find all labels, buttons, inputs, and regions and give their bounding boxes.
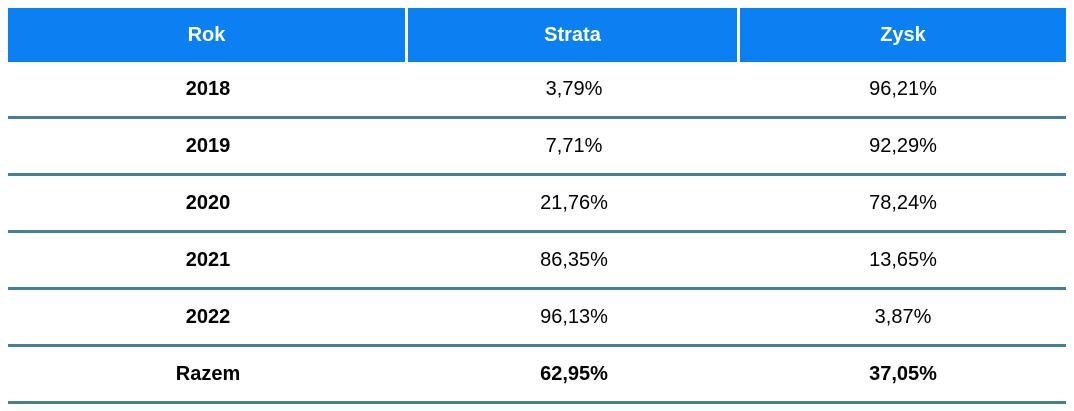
strata-cell: 96,13%	[540, 305, 608, 328]
table-row-total: Razem 62,95% 37,05%	[8, 347, 1066, 404]
header-zysk: Zysk	[740, 8, 1066, 62]
year-cell: 2022	[185, 305, 231, 328]
year-cell: 2018	[185, 77, 231, 100]
zysk-cell: 78,24%	[869, 191, 937, 214]
total-zysk-cell: 37,05%	[869, 362, 937, 385]
table-row: 2021 86,35% 13,65%	[8, 233, 1066, 290]
zysk-cell: 96,21%	[869, 77, 937, 100]
strata-cell: 7,71%	[545, 134, 603, 157]
table-row: 2020 21,76% 78,24%	[8, 176, 1066, 233]
table-row: 2019 7,71% 92,29%	[8, 119, 1066, 176]
year-cell: 2020	[185, 191, 231, 214]
profit-loss-table: Rok Strata Zysk 2018 3,79% 96,21% 2019 7…	[8, 8, 1066, 404]
strata-cell: 21,76%	[540, 191, 608, 214]
table-row: 2022 96,13% 3,87%	[8, 290, 1066, 347]
total-label-cell: Razem	[175, 362, 241, 385]
header-rok: Rok	[8, 8, 408, 62]
zysk-cell: 13,65%	[869, 248, 937, 271]
table-row: 2018 3,79% 96,21%	[8, 62, 1066, 119]
header-strata: Strata	[408, 8, 740, 62]
year-cell: 2019	[185, 134, 231, 157]
total-strata-cell: 62,95%	[540, 362, 608, 385]
strata-cell: 86,35%	[540, 248, 608, 271]
zysk-cell: 3,87%	[874, 305, 932, 328]
year-cell: 2021	[185, 248, 231, 271]
table-header-row: Rok Strata Zysk	[8, 8, 1066, 62]
strata-cell: 3,79%	[545, 77, 603, 100]
zysk-cell: 92,29%	[869, 134, 937, 157]
